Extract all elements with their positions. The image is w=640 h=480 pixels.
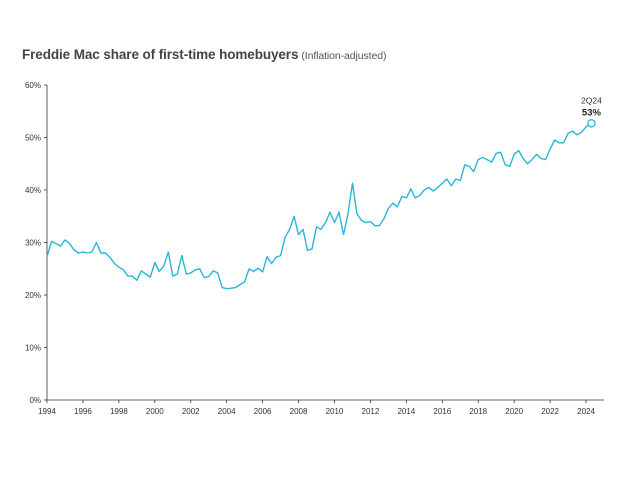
annotation-value-label: 53%	[582, 107, 602, 118]
y-tick-label: 10%	[25, 344, 41, 353]
x-tick-label: 2004	[218, 407, 236, 416]
series-layer	[46, 122, 592, 290]
latest-point-marker	[587, 119, 596, 128]
x-tick-label: 2012	[362, 407, 380, 416]
x-tick-label: 1994	[38, 407, 56, 416]
annotation-layer: 2Q24 53%	[581, 95, 602, 128]
x-tick-label: 1998	[110, 407, 128, 416]
x-tick-label: 2020	[505, 407, 523, 416]
x-tick-label: 2022	[541, 407, 559, 416]
x-tick-label: 2010	[326, 407, 344, 416]
x-tick-label: 2014	[397, 407, 415, 416]
x-tick-label: 1996	[74, 407, 92, 416]
x-tick-label: 2018	[469, 407, 487, 416]
chart-title: Freddie Mac share of first-time homebuye…	[22, 47, 386, 62]
series-line	[46, 122, 592, 290]
y-tick-label: 0%	[29, 396, 41, 405]
chart-subtitle: (Inflation-adjusted)	[301, 50, 387, 62]
x-tick-label: 2000	[146, 407, 164, 416]
x-tick-label: 2008	[290, 407, 308, 416]
y-tick-label: 50%	[25, 134, 41, 143]
y-tick-label: 20%	[25, 291, 41, 300]
x-axis-ticks: 1994 1996 1998 2000 2002 2004 2006 2008 2010 2012…	[38, 400, 595, 416]
y-axis-ticks: 0% 10% 20% 30% 40% 50% 60%	[25, 81, 47, 405]
x-tick-label: 2016	[433, 407, 451, 416]
x-tick-label: 2002	[182, 407, 200, 416]
y-tick-label: 60%	[25, 81, 41, 90]
y-tick-label: 30%	[25, 239, 41, 248]
annotation-period-label: 2Q24	[581, 95, 602, 105]
y-tick-label: 40%	[25, 186, 41, 195]
x-tick-label: 2024	[577, 407, 595, 416]
x-tick-label: 2006	[254, 407, 272, 416]
chart-title-text: Freddie Mac share of first-time homebuye…	[22, 47, 299, 62]
chart-axes	[46, 85, 604, 401]
